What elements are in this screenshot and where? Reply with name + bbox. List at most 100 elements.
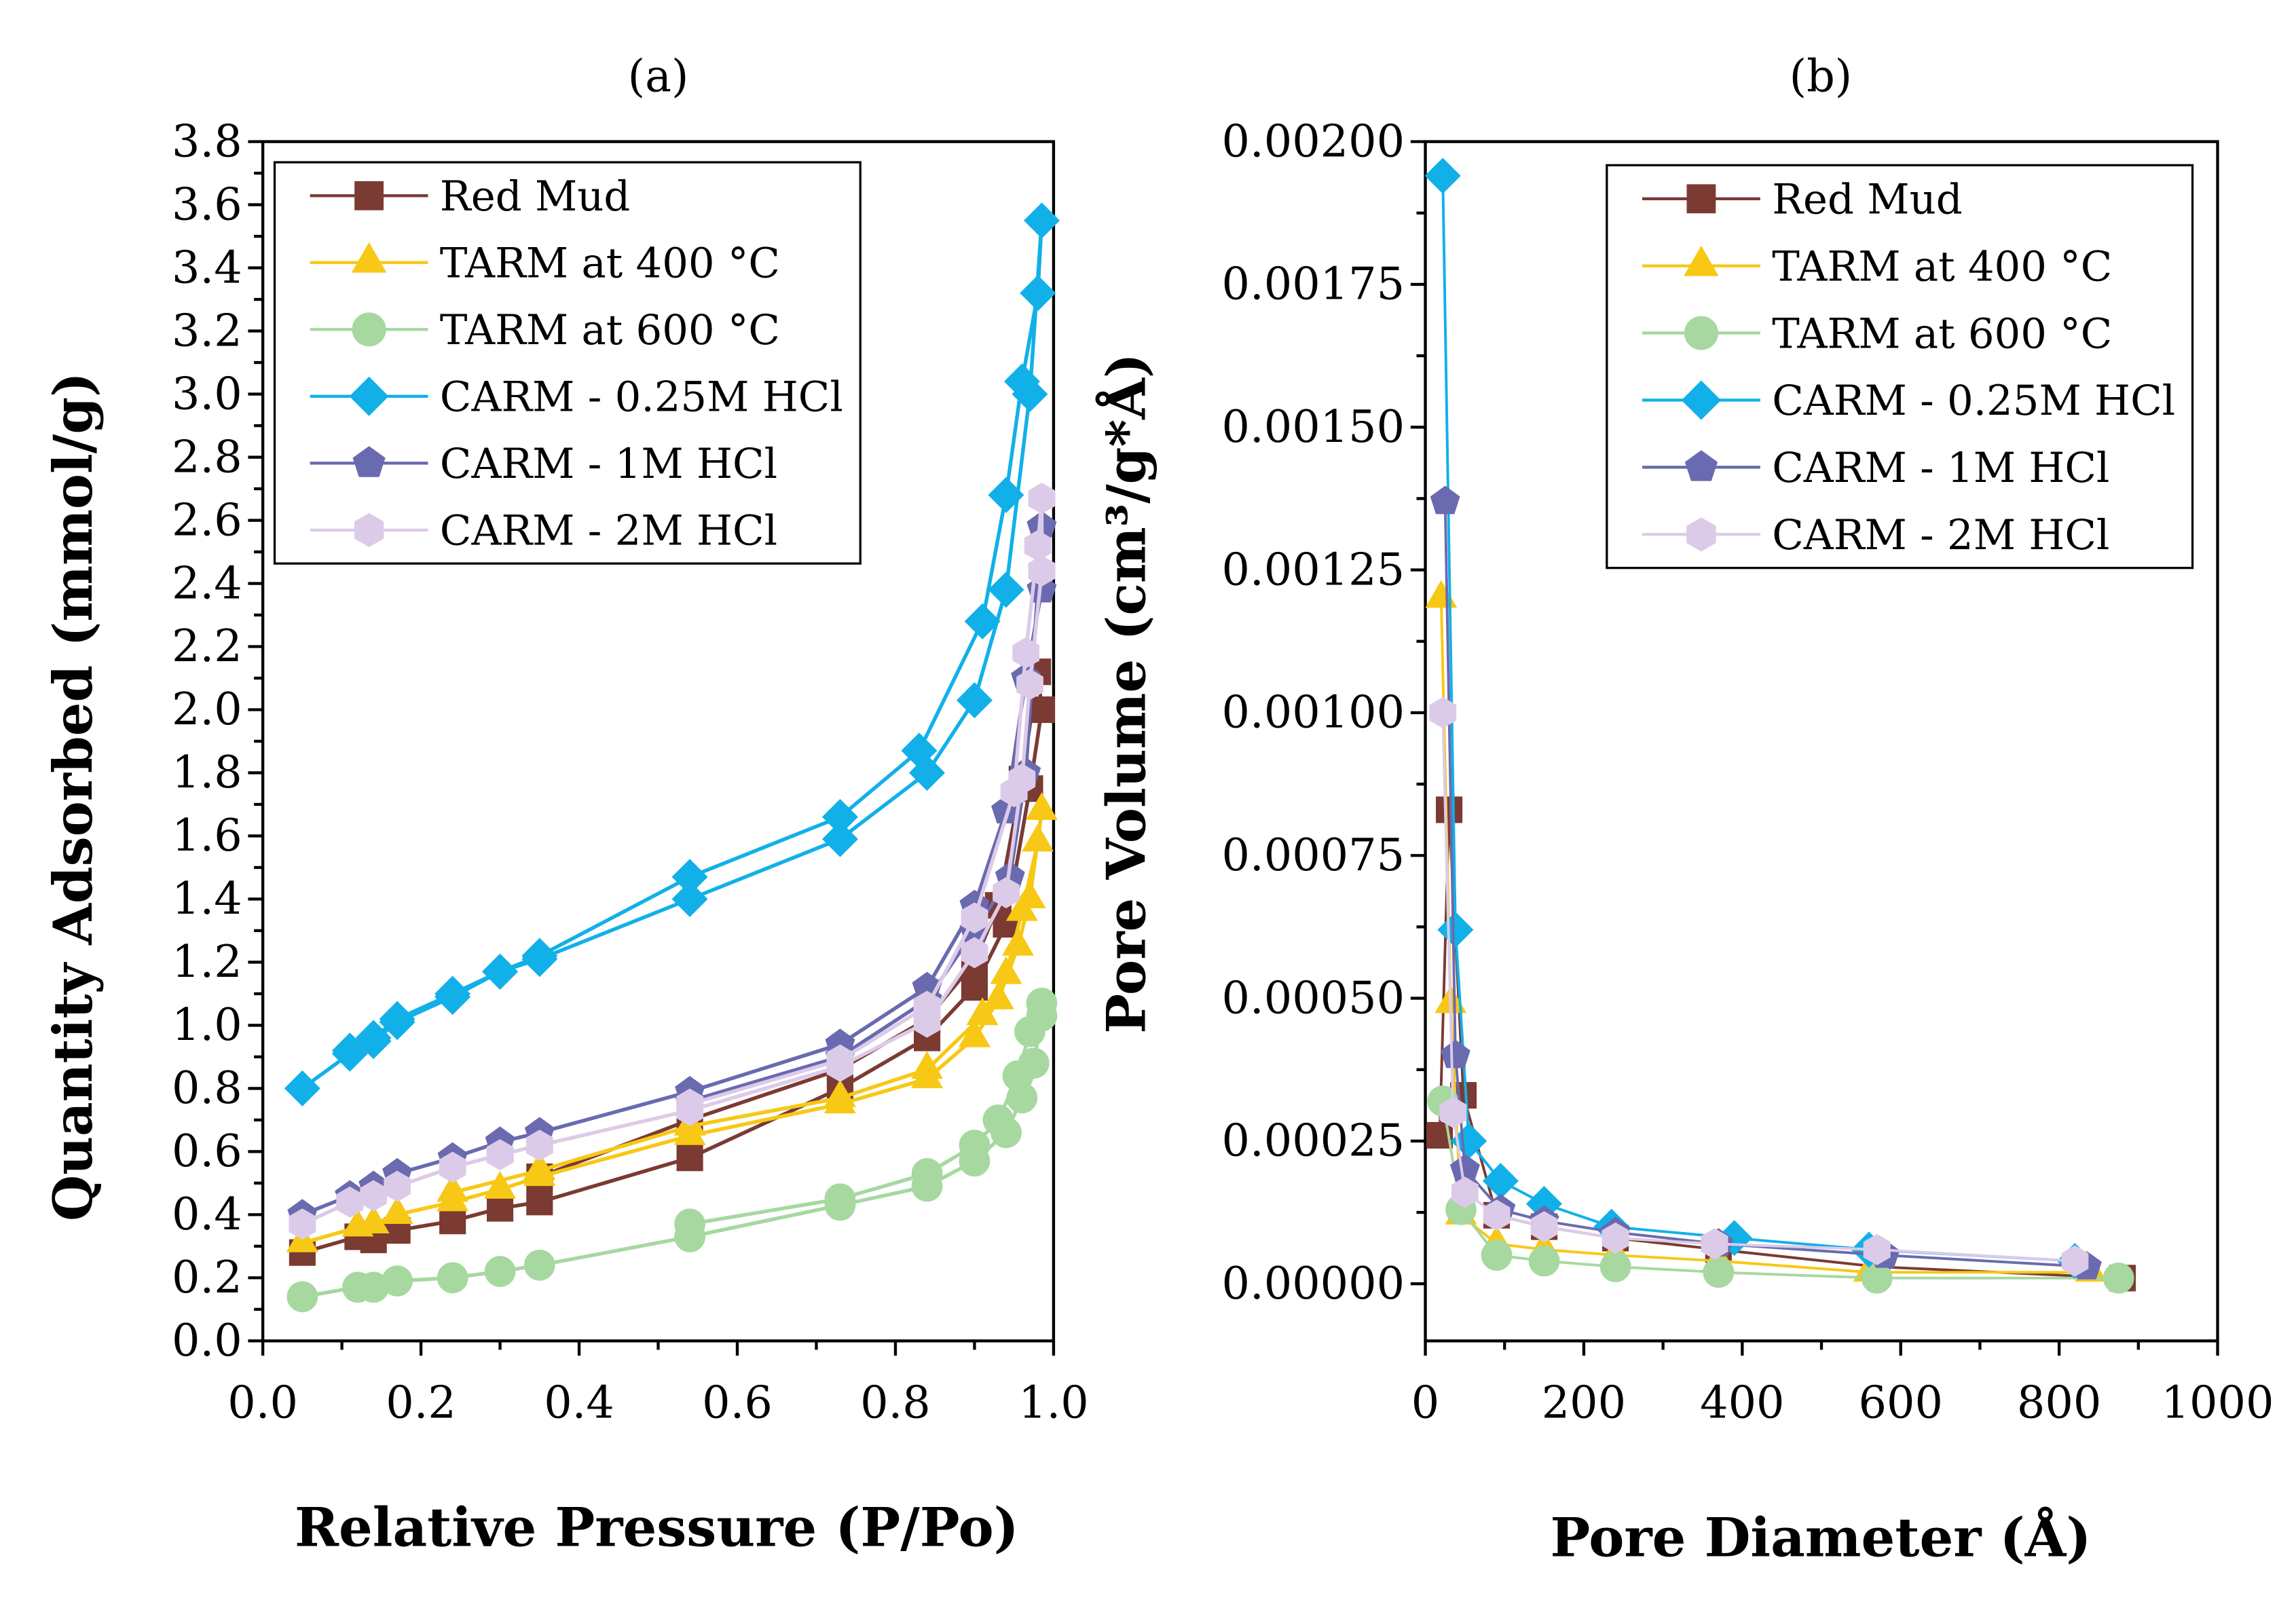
data-point — [964, 603, 1001, 639]
series-line — [301, 498, 1044, 1226]
y-axis-title: Pore Volume (cm³/g*Å) — [1096, 353, 1158, 1034]
legend-marker-icon — [352, 312, 386, 347]
legend-label: TARM at 400 °C — [440, 240, 780, 288]
data-point — [1012, 637, 1040, 669]
data-point — [1424, 157, 1461, 194]
legend-marker-icon — [349, 376, 389, 416]
legend-label: Red Mud — [1772, 176, 1962, 224]
data-point — [676, 1144, 703, 1172]
legend-marker-icon — [354, 513, 384, 547]
data-point — [521, 937, 558, 974]
data-point — [382, 1265, 413, 1297]
data-point — [821, 798, 858, 835]
data-point — [1528, 1245, 1560, 1277]
series-4 — [287, 510, 1057, 1228]
legend-frame — [1606, 164, 2194, 570]
legend-item: TARM at 600 °C — [1642, 310, 2112, 358]
y-axis-title: Quantity Adsorbed (mmol/g) — [43, 372, 105, 1221]
data-point — [961, 937, 988, 969]
data-point — [823, 1079, 856, 1107]
data-point — [486, 1139, 514, 1171]
data-point — [525, 1130, 553, 1161]
data-point — [526, 1189, 553, 1216]
data-point — [1481, 1240, 1513, 1271]
series-4 — [1430, 485, 2102, 1280]
x-tick-label: 0.6 — [702, 1377, 773, 1428]
y-tick-label: 2.6 — [172, 494, 242, 546]
data-point — [1601, 1222, 1629, 1254]
data-point — [1025, 792, 1058, 820]
y-tick-label: 0.00075 — [1222, 830, 1405, 881]
y-tick-label: 0.6 — [172, 1125, 242, 1177]
chart-panel-b: (b) 0 200 400 600 800 1000 0.00000 0.00025 0.0005… — [1096, 51, 2274, 1569]
y-tick-label: 0.00175 — [1222, 259, 1405, 310]
y-tick-label: 0.4 — [172, 1189, 242, 1240]
data-point — [1005, 893, 1038, 921]
series-2 — [1427, 1085, 2134, 1294]
data-point — [439, 1151, 466, 1183]
legend-marker-icon — [1684, 246, 1719, 276]
data-point — [982, 1104, 1014, 1136]
legend-label: CARM - 0.25M HCl — [1772, 377, 2175, 425]
data-point — [911, 1051, 944, 1079]
data-point — [484, 1256, 516, 1287]
legend-marker-icon — [1681, 380, 1722, 420]
legend-marker-icon — [1686, 184, 1716, 214]
data-point — [357, 1206, 390, 1233]
data-point — [1703, 1256, 1735, 1288]
data-point — [1435, 796, 1463, 823]
data-point — [1425, 580, 1458, 608]
data-point — [523, 1152, 556, 1180]
data-point — [2103, 1262, 2134, 1294]
data-point — [1440, 1039, 1470, 1068]
data-point — [1429, 696, 1457, 728]
data-point — [381, 1196, 413, 1225]
y-tick-label: 1.0 — [172, 999, 242, 1051]
data-point — [911, 1158, 943, 1189]
data-point — [959, 1130, 990, 1161]
y-tick-label: 0.8 — [172, 1062, 242, 1114]
data-point — [483, 1171, 517, 1199]
data-point — [1028, 696, 1056, 724]
data-point — [1003, 363, 1040, 400]
data-point — [674, 1208, 705, 1240]
y-tick-label: 3.0 — [172, 368, 242, 420]
data-point — [360, 1180, 388, 1212]
legend: Red Mud TARM at 400 °C TARM at 600 °C CARM … — [273, 161, 862, 565]
x-axis-title: Relative Pressure (P/Po) — [295, 1497, 1019, 1559]
legend-marker-icon — [1684, 450, 1718, 481]
data-point — [1451, 1176, 1479, 1208]
data-point — [1482, 1163, 1519, 1199]
legend-frame — [273, 161, 862, 565]
y-tick-label: 0.00025 — [1222, 1115, 1405, 1167]
x-tick-label: 600 — [1859, 1377, 1943, 1428]
data-point — [1701, 1228, 1728, 1260]
data-point — [1024, 529, 1052, 561]
panel-label: (a) — [628, 51, 689, 103]
data-point — [336, 1186, 364, 1218]
legend-item: TARM at 400 °C — [1642, 243, 2112, 291]
data-point — [1439, 1096, 1467, 1128]
series-2 — [286, 988, 1058, 1313]
legend-label: CARM - 1M HCl — [440, 441, 777, 488]
data-point — [1001, 928, 1034, 956]
legend-label: CARM - 0.25M HCl — [440, 374, 843, 422]
x-tick-label: 200 — [1542, 1377, 1626, 1428]
y-tick-label: 0.00000 — [1222, 1258, 1405, 1309]
x-tick-label: 1000 — [2162, 1377, 2274, 1428]
y-tick-label: 1.2 — [172, 936, 242, 988]
x-axis-title: Pore Diameter (Å) — [1550, 1507, 2091, 1569]
data-point — [331, 1032, 368, 1069]
series-line — [1443, 501, 2088, 1269]
series-1 — [1425, 580, 2107, 1282]
series-line — [301, 526, 1044, 1216]
data-point — [671, 880, 708, 918]
series-5 — [1429, 696, 2089, 1277]
legend-marker-icon — [354, 181, 384, 210]
data-point — [1000, 776, 1028, 808]
x-tick-label: 0.0 — [227, 1377, 298, 1428]
data-point — [956, 682, 993, 719]
x-tick-label: 0.4 — [544, 1377, 614, 1428]
legend-item: TARM at 600 °C — [310, 307, 780, 354]
data-point — [379, 1001, 415, 1037]
